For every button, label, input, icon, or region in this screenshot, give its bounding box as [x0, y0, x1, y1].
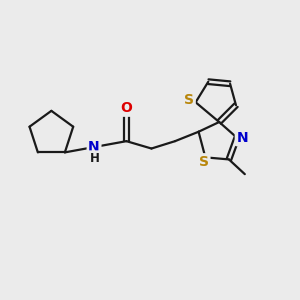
Text: N: N [236, 130, 248, 145]
Text: O: O [121, 101, 132, 115]
Text: S: S [184, 93, 194, 107]
Text: H: H [90, 152, 100, 165]
Text: N: N [88, 140, 100, 154]
Text: S: S [199, 155, 209, 169]
